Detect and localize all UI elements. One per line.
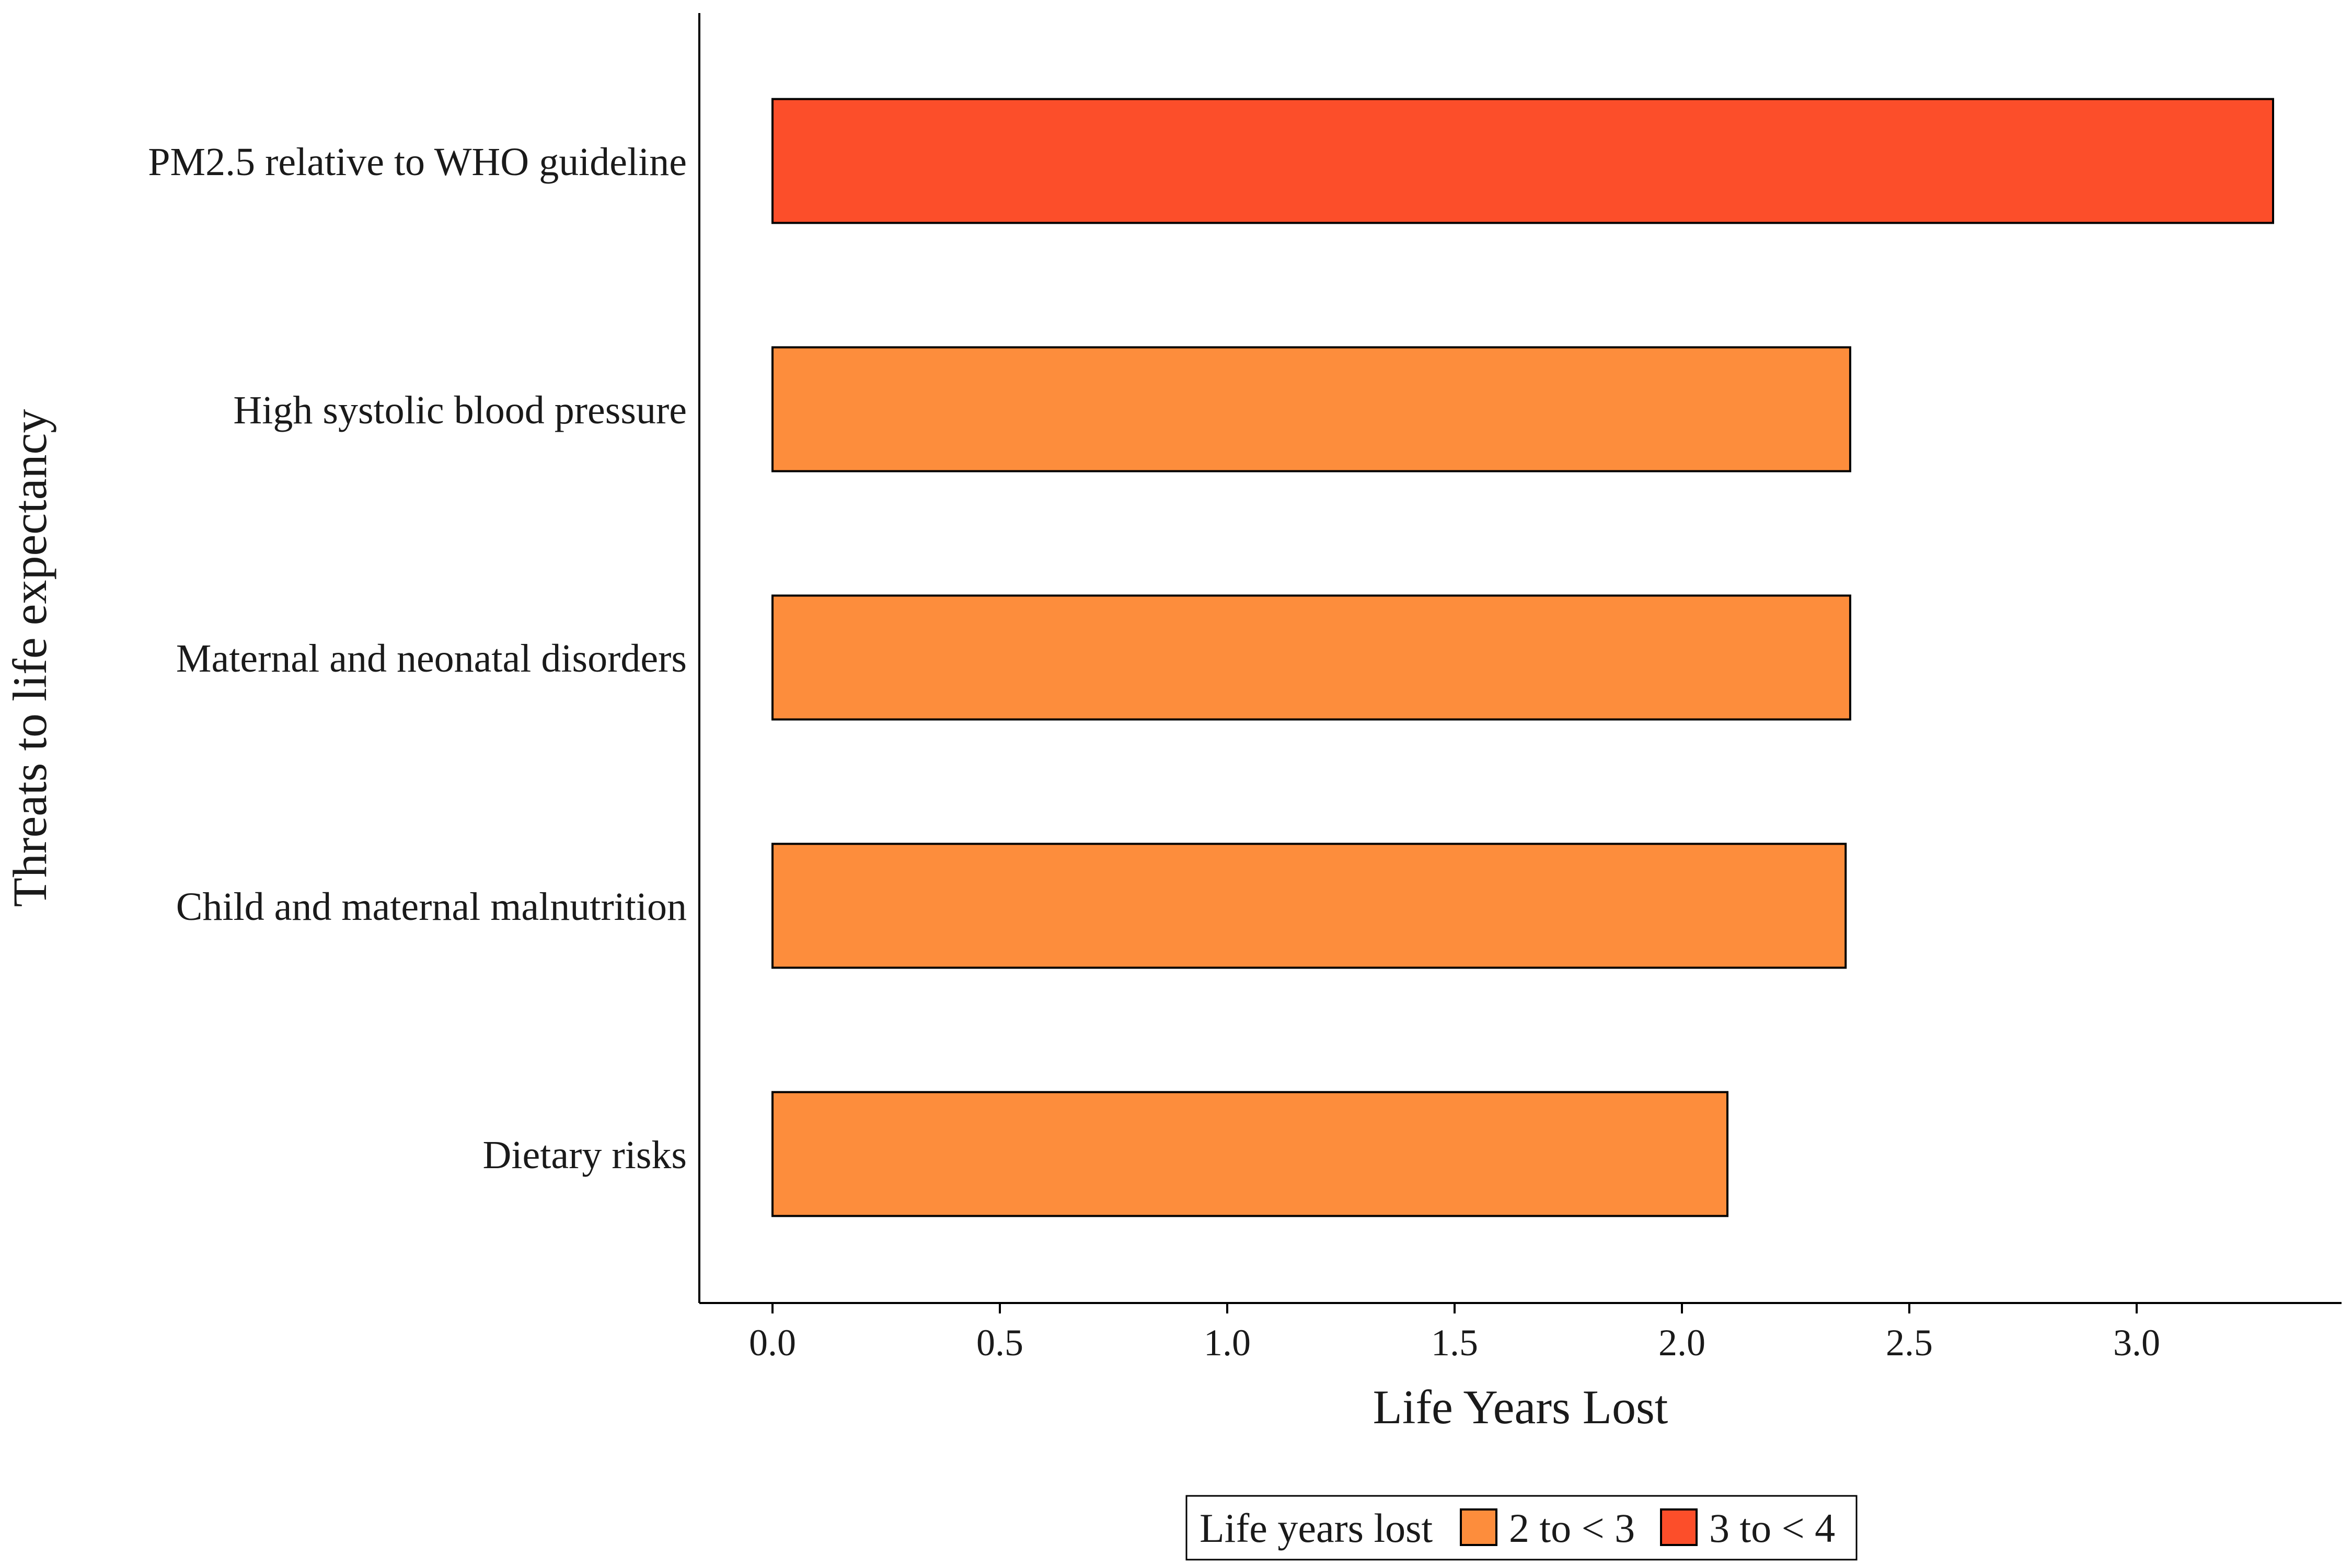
x-tick-label: 2.5 [1886,1322,1933,1364]
bar [771,1091,1728,1217]
bars-group [771,98,2274,1217]
legend-label: 3 to < 4 [1709,1505,1835,1551]
bar [771,346,1851,472]
y-axis-title: Threats to life expectancy [3,409,56,907]
category-label: PM2.5 relative to WHO guideline [148,140,687,184]
x-tick-label: 0.5 [976,1322,1023,1364]
category-labels: PM2.5 relative to WHO guideline High syst… [148,140,687,1177]
category-label: Maternal and neonatal disorders [176,637,687,681]
x-tick-label: 3.0 [2113,1322,2160,1364]
bar [771,843,1847,969]
bar [771,594,1851,721]
category-label: High systolic blood pressure [233,388,687,432]
legend-entries: 2 to < 3 3 to < 4 [1460,1505,1835,1551]
x-tick-label: 0.0 [749,1322,796,1364]
x-ticks: 0.0 0.5 1.0 1.5 2.0 2.5 3.0 [749,1303,2160,1364]
category-label: Dietary risks [483,1133,687,1177]
x-axis-title: Life Years Lost [1373,1380,1668,1434]
x-tick-label: 1.5 [1431,1322,1478,1364]
category-label: Child and maternal malnutrition [176,885,687,929]
x-tick-label: 1.0 [1204,1322,1251,1364]
legend-title: Life years lost [1200,1505,1433,1551]
legend-box [1185,1495,1858,1561]
bar [771,98,2274,224]
legend-key [1460,1508,1497,1546]
legend-key [1660,1508,1698,1546]
legend-label: 2 to < 3 [1509,1505,1635,1551]
x-tick-label: 2.0 [1658,1322,1705,1364]
legend: Life years lost 2 to < 3 3 to < 4 [1185,1495,1858,1561]
